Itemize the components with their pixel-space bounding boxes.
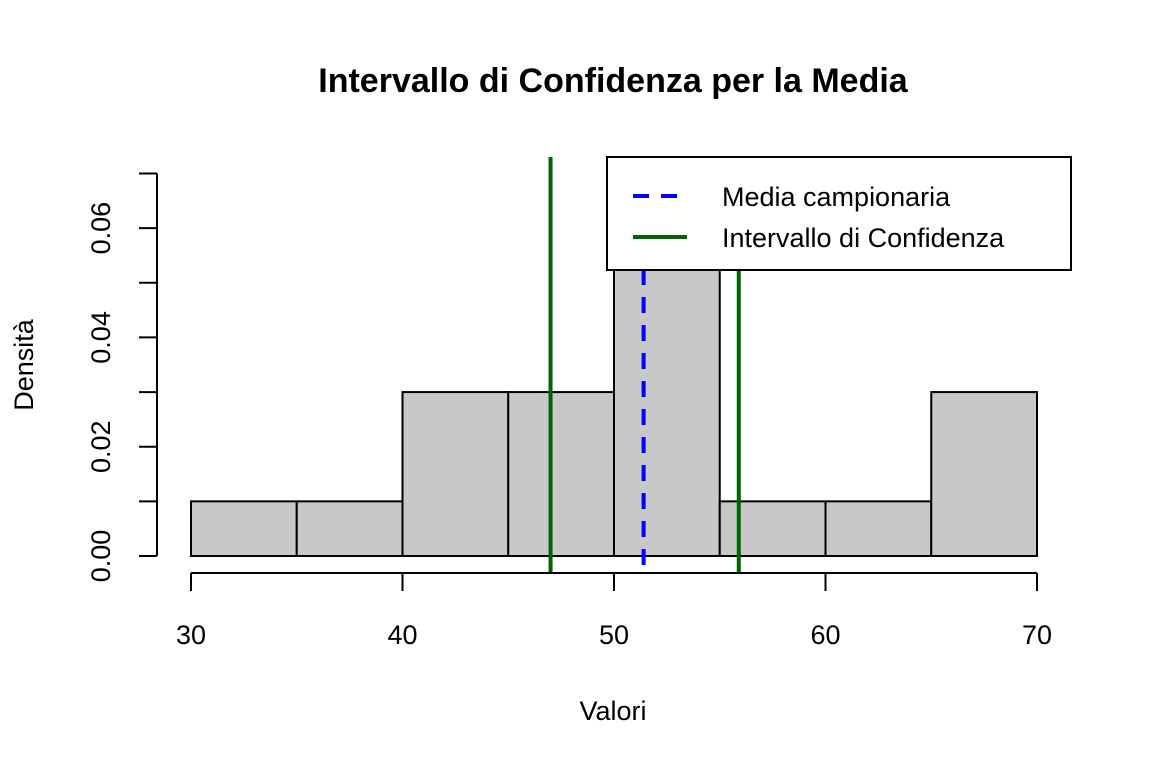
- x-tick-label: 30: [176, 620, 206, 650]
- histogram-bar: [295, 500, 404, 558]
- x-tick-label: 70: [1022, 620, 1052, 650]
- histogram-bar: [718, 500, 827, 558]
- chart-title: Intervallo di Confidenza per la Media: [318, 62, 909, 100]
- y-tick-label: 0.06: [86, 202, 116, 255]
- y-tick-label: 0.04: [86, 311, 116, 364]
- histogram-bar: [930, 391, 1038, 558]
- x-tick-label: 50: [599, 620, 629, 650]
- legend-label: Media campionaria: [722, 182, 951, 212]
- x-axis-label: Valori: [579, 696, 646, 726]
- histogram-bar: [190, 500, 298, 558]
- x-axis: 30 40 50 60 70: [176, 572, 1052, 650]
- x-tick-label: 60: [810, 620, 840, 650]
- y-tick-label: 0.02: [86, 420, 116, 473]
- histogram-bar: [401, 391, 510, 558]
- histogram-bar: [824, 500, 933, 558]
- histogram-bar: [507, 391, 615, 558]
- y-axis-label: Densità: [9, 318, 39, 411]
- legend-label: Intervallo di Confidenza: [722, 223, 1005, 253]
- x-tick-label: 40: [387, 620, 417, 650]
- y-axis: 0.00 0.02 0.04 0.06: [86, 172, 158, 583]
- legend-box: [606, 156, 1072, 271]
- legend: Media campionaria Intervallo di Confidenz…: [606, 156, 1072, 271]
- y-tick-label: 0.00: [86, 530, 116, 583]
